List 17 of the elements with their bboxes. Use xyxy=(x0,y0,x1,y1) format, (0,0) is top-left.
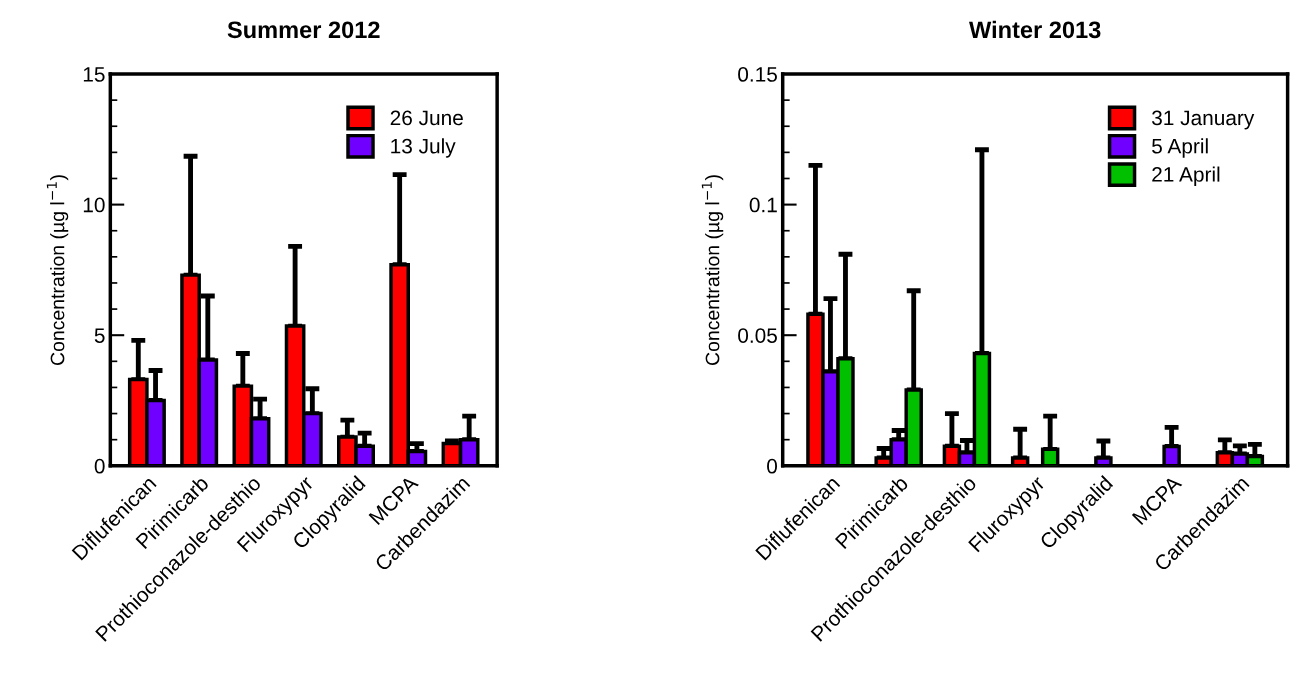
y-tick-label: 5 xyxy=(94,328,105,343)
chart-title: Summer 2012 xyxy=(227,21,380,39)
y-tick-label: 0 xyxy=(94,458,105,474)
chart-title: Winter 2013 xyxy=(969,20,1101,39)
y-tick-label: 0.05 xyxy=(738,328,777,343)
y-tick-label: 0.15 xyxy=(738,67,777,82)
y-axis-title: Concentration (µg l$^{−1}$) xyxy=(46,175,69,365)
legend-label: 31 January xyxy=(1152,110,1255,130)
legend-label: 13 July xyxy=(391,138,456,158)
legend-label: 5 April xyxy=(1152,138,1208,158)
y-axis-title: Concentration (µg l$^{−1}$) xyxy=(701,175,724,365)
y-tick-label: 10 xyxy=(83,197,105,213)
legend-label: 26 June xyxy=(390,110,463,126)
legend-label: 21 April xyxy=(1152,166,1220,186)
y-tick-label: 15 xyxy=(83,67,105,82)
y-tick-label: 0.1 xyxy=(749,197,777,213)
y-tick-label: 0 xyxy=(767,458,778,474)
